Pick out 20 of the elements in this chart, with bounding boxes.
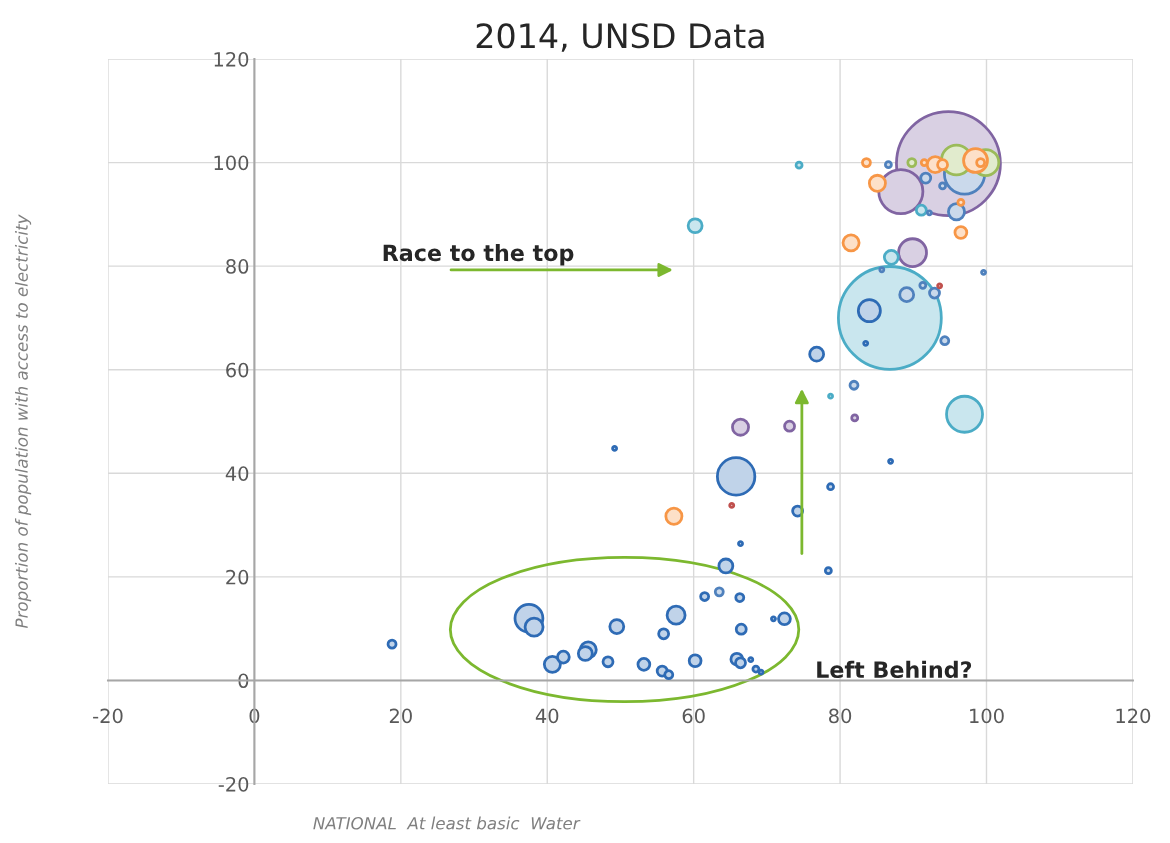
x-tick-label: 40 bbox=[535, 708, 559, 724]
x-tick-label: 60 bbox=[682, 708, 705, 724]
y-tick-label: 60 bbox=[226, 362, 249, 378]
x-tick-label: 100 bbox=[970, 708, 1004, 724]
chart-title: 2014, UNSD Data bbox=[476, 23, 764, 52]
x-tick-label: 0 bbox=[249, 708, 260, 724]
y-tick-label: 20 bbox=[226, 569, 249, 585]
y-tick-label: 40 bbox=[225, 466, 249, 481]
x-tick-label: 20 bbox=[389, 708, 412, 724]
y-tick-label: 100 bbox=[214, 155, 249, 171]
x-tick-label: 120 bbox=[1116, 708, 1151, 724]
x-tick-label: -20 bbox=[93, 708, 123, 724]
y-axis-title: Proportion of population with access to electricity bbox=[14, 214, 32, 629]
y-tick-label: 120 bbox=[214, 51, 249, 67]
x-axis-title: NATIONAL At least basic Water bbox=[313, 816, 581, 830]
annotation: Race to the top bbox=[383, 244, 574, 266]
x-tick-label: 80 bbox=[829, 708, 852, 724]
annotation: Left Behind? bbox=[817, 660, 972, 679]
y-tick-label: -20 bbox=[218, 776, 249, 792]
y-tick-label: 80 bbox=[226, 259, 249, 274]
